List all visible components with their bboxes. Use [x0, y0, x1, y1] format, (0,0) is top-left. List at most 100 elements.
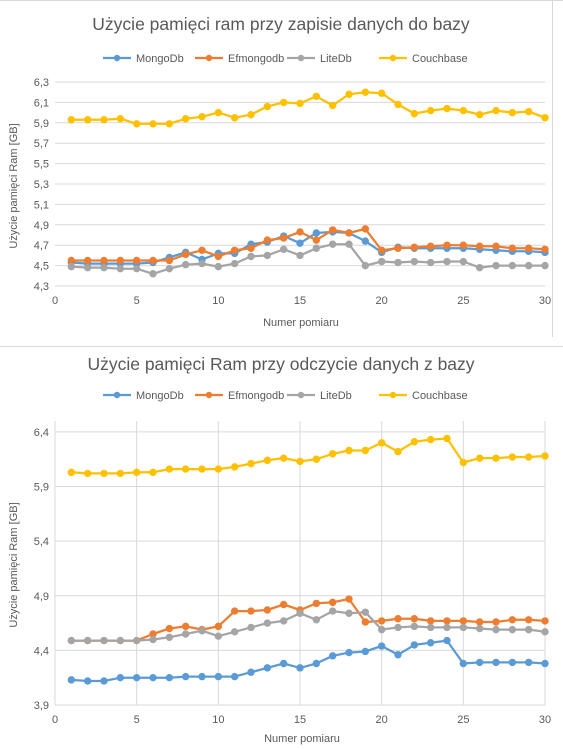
x-tick-label: 0 [52, 295, 58, 307]
data-point [492, 106, 500, 115]
data-point [459, 659, 468, 668]
data-point [214, 108, 223, 117]
legend-label: Couchbase [412, 390, 468, 402]
data-point [230, 628, 239, 636]
data-point [361, 446, 370, 455]
data-point [263, 619, 272, 627]
y-tick-label: 5,3 [34, 179, 49, 191]
data-point [492, 658, 500, 667]
data-point [214, 252, 223, 261]
legend-label: MongoDb [136, 390, 184, 402]
data-point [541, 617, 549, 625]
x-tick-label: 30 [539, 295, 551, 307]
data-point [345, 240, 353, 248]
data-point [296, 457, 304, 466]
data-point [524, 616, 533, 624]
x-tick-label: 15 [294, 714, 306, 726]
legend-label: MongoDb [136, 53, 184, 65]
data-point [459, 241, 468, 249]
data-point [230, 607, 239, 615]
x-tick-label: 10 [212, 295, 224, 307]
x-tick-label: 15 [294, 295, 306, 307]
data-point [149, 120, 157, 128]
y-tick-label: 5,1 [34, 199, 49, 211]
data-point [198, 627, 206, 635]
data-point [100, 116, 108, 124]
y-tick-label: 5,5 [34, 159, 49, 171]
data-point [230, 259, 239, 268]
data-point [443, 636, 451, 645]
y-tick-label: 5,4 [34, 536, 49, 548]
data-point [279, 234, 288, 242]
data-point [296, 251, 304, 260]
legend-marker [113, 54, 121, 62]
data-point [100, 677, 108, 685]
data-point [165, 120, 174, 128]
data-point [296, 664, 304, 672]
data-point [312, 599, 321, 608]
data-point [181, 465, 190, 473]
x-tick-label: 30 [539, 714, 551, 726]
data-point [492, 261, 500, 270]
chart-title: Użycie pamięci ram przy zapisie danych d… [92, 14, 470, 34]
data-point [443, 434, 451, 443]
data-point [459, 257, 468, 266]
data-point [116, 256, 125, 265]
data-point [328, 101, 337, 110]
data-point [328, 607, 337, 615]
data-point [100, 636, 108, 645]
data-point [312, 455, 321, 463]
y-tick-label: 4,9 [34, 220, 49, 232]
data-point [541, 452, 549, 460]
data-point [345, 90, 353, 98]
data-point [67, 676, 76, 684]
data-point [312, 236, 321, 244]
data-point [181, 260, 190, 269]
data-point [377, 625, 386, 634]
data-point [410, 622, 419, 631]
data-point [377, 439, 386, 447]
data-point [394, 651, 402, 659]
data-point [263, 236, 272, 244]
x-tick-label: 25 [457, 295, 469, 307]
data-point [83, 677, 92, 685]
data-point [410, 615, 419, 623]
data-point [165, 264, 174, 273]
data-point [279, 454, 288, 462]
data-point [475, 624, 484, 633]
x-tick-label: 20 [376, 295, 388, 307]
data-point [524, 625, 533, 634]
series-line [71, 609, 546, 642]
data-point [230, 246, 239, 255]
data-point [394, 258, 402, 267]
data-point [328, 226, 337, 234]
data-point [67, 262, 76, 271]
data-point [312, 92, 321, 100]
data-point [165, 633, 174, 641]
legend-marker [297, 391, 305, 399]
data-point [67, 256, 76, 265]
data-point [524, 658, 533, 667]
data-point [361, 225, 370, 233]
data-point [247, 668, 255, 676]
data-point [296, 99, 304, 108]
data-point [132, 636, 141, 645]
data-point [459, 106, 468, 115]
data-point [328, 240, 337, 248]
data-point [492, 618, 500, 626]
data-point [100, 256, 108, 265]
series-line [71, 437, 546, 475]
data-point [394, 447, 402, 456]
data-point [181, 672, 190, 681]
legend-marker [389, 391, 397, 399]
data-point [443, 623, 451, 632]
data-point [328, 652, 337, 660]
y-axis-label: Użycie pamięci Ram [GB] [8, 123, 20, 248]
y-tick-label: 3,9 [34, 700, 49, 712]
data-point [377, 617, 386, 625]
chart-title: Użycie pamięci Ram przy odczycie danych … [87, 354, 474, 374]
series-line [71, 91, 546, 125]
data-point [459, 617, 468, 625]
data-point [198, 246, 206, 255]
data-point [508, 658, 517, 667]
